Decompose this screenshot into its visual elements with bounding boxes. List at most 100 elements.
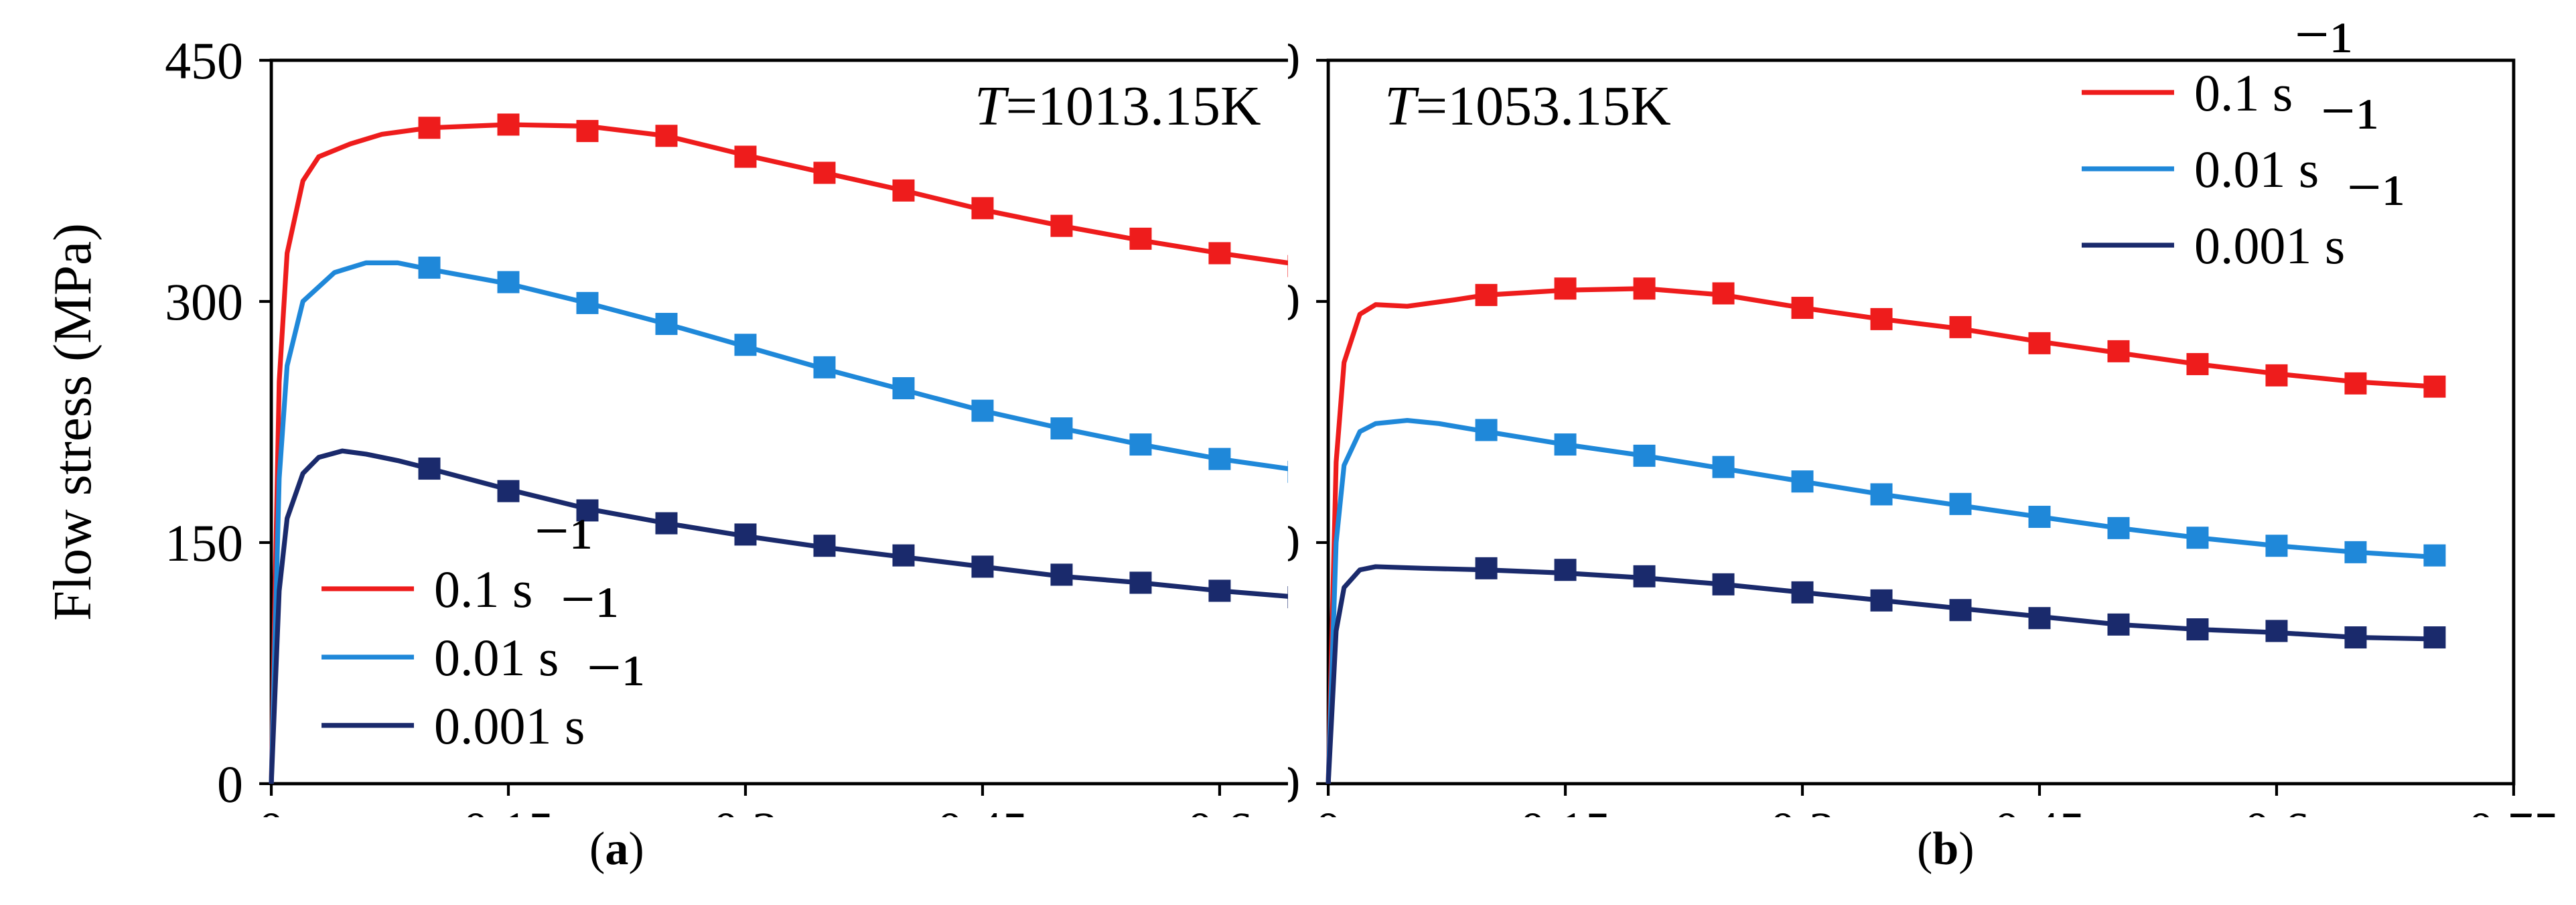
- series-marker: [2423, 375, 2446, 398]
- series-marker: [2423, 626, 2446, 649]
- series-marker: [1791, 297, 1814, 320]
- x-tick-label: 0.3: [713, 802, 778, 817]
- series-marker: [2186, 527, 2209, 549]
- series-marker: [971, 555, 994, 578]
- series-marker: [497, 271, 520, 293]
- series-marker: [655, 512, 678, 535]
- legend-label-2: 0.001 s⁻¹: [2194, 159, 2405, 274]
- x-tick-label: 0: [259, 802, 285, 817]
- series-marker: [1554, 559, 1577, 581]
- series-marker: [576, 120, 599, 143]
- series-marker: [1208, 447, 1231, 470]
- series-marker: [1949, 599, 1972, 622]
- series-marker: [418, 117, 441, 139]
- series-marker: [1208, 579, 1231, 602]
- series-marker: [1129, 433, 1152, 456]
- series-marker: [1475, 557, 1498, 579]
- series-marker: [1050, 417, 1073, 440]
- series-line: [269, 448, 1288, 784]
- y-tick-label: 450: [1288, 32, 1300, 90]
- series-marker: [2344, 626, 2367, 649]
- series-0: [1326, 277, 2446, 784]
- legend: 0.1 s⁻¹0.01 s⁻¹0.001 s⁻¹: [2081, 7, 2405, 275]
- legend-label-0-text: 0.1 s: [434, 561, 532, 618]
- series-marker: [2186, 618, 2209, 641]
- series-0: [269, 113, 1288, 784]
- series-marker: [1870, 589, 1893, 612]
- legend: 0.1 s⁻¹0.01 s⁻¹0.001 s⁻¹: [321, 503, 645, 755]
- series-marker: [1949, 316, 1972, 338]
- chart-panel-a: 00.150.30.450.60.750150300450True strain…: [42, 32, 1288, 817]
- x-tick-label: 0.75: [2468, 802, 2559, 817]
- legend-label-1: 0.01 s⁻¹: [2194, 83, 2379, 198]
- series-marker: [971, 197, 994, 220]
- temperature-annotation: T=1053.15K: [1384, 75, 1671, 137]
- series-marker: [892, 179, 915, 202]
- series-1: [269, 257, 1288, 784]
- series-marker: [497, 480, 520, 502]
- series-marker: [813, 535, 836, 557]
- series-marker: [1712, 456, 1735, 478]
- series-marker: [1791, 470, 1814, 493]
- series-marker: [2186, 353, 2209, 376]
- series-marker: [2265, 364, 2288, 387]
- y-tick-label: 150: [165, 514, 243, 572]
- series-marker: [497, 113, 520, 136]
- x-tick-label: 0.15: [463, 802, 554, 817]
- legend-label-2-text: 0.001 s: [2194, 217, 2345, 275]
- series-marker: [813, 161, 836, 184]
- series-marker: [1287, 586, 1288, 609]
- series-marker: [655, 125, 678, 147]
- series-marker: [2107, 340, 2130, 362]
- series-marker: [576, 499, 599, 522]
- x-tick-label: 0.3: [1770, 802, 1835, 817]
- x-tick-label: 0.15: [1520, 802, 1611, 817]
- series-marker: [2028, 332, 2051, 354]
- series-marker: [418, 257, 441, 279]
- series-1: [1326, 417, 2446, 784]
- temperature-annotation: T=1013.15K: [975, 75, 1261, 137]
- series-marker: [892, 377, 915, 400]
- series-marker: [1554, 433, 1577, 456]
- series-marker: [655, 313, 678, 336]
- series-marker: [1475, 283, 1498, 306]
- series-marker: [2107, 516, 2130, 539]
- series-marker: [1287, 255, 1288, 277]
- series-marker: [2265, 535, 2288, 557]
- chart-panel-b: 00.150.30.450.60.750150300450True strain…: [1288, 7, 2559, 817]
- series-line: [1326, 417, 2435, 784]
- legend-label-0: 0.1 s⁻¹: [434, 503, 593, 618]
- y-axis-label: Flow stress (MPa): [42, 223, 102, 621]
- series-line: [269, 260, 1288, 784]
- x-tick-label: 0: [1315, 802, 1342, 817]
- x-tick-label: 0.6: [2244, 802, 2309, 817]
- series-marker: [1712, 282, 1735, 305]
- caption-a: (a): [589, 823, 644, 875]
- y-tick-label: 300: [165, 273, 243, 331]
- series-marker: [734, 145, 757, 168]
- x-tick-label: 0.6: [1187, 802, 1252, 817]
- y-tick-label: 150: [1288, 514, 1300, 572]
- series-marker: [1870, 483, 1893, 506]
- legend-label-1-text: 0.01 s: [434, 629, 559, 687]
- series-marker: [1633, 277, 1656, 300]
- series-marker: [1554, 277, 1577, 300]
- legend-label-1-superscript: ⁻¹: [2319, 83, 2378, 163]
- temperature-value: =1013.15K: [1006, 75, 1261, 137]
- plot-frame: [1326, 58, 2516, 786]
- legend-label-2-superscript: ⁻¹: [2345, 159, 2405, 239]
- series-marker: [1870, 307, 1893, 330]
- temperature-symbol: T: [1384, 75, 1419, 137]
- series-marker: [2107, 613, 2130, 636]
- series-2: [269, 448, 1288, 784]
- legend-label-0-superscript: ⁻¹: [532, 503, 592, 583]
- legend-label-0-superscript: ⁻¹: [2293, 7, 2352, 86]
- legend-label-2-superscript: ⁻¹: [585, 640, 644, 719]
- series-marker: [1050, 563, 1073, 586]
- legend-label-0-text: 0.1 s: [2194, 64, 2293, 122]
- legend-label-2-text: 0.001 s: [434, 697, 585, 755]
- series-marker: [2423, 544, 2446, 567]
- legend-label-1: 0.01 s⁻¹: [434, 571, 619, 687]
- x-tick-label: 0.45: [1994, 802, 2085, 817]
- series-marker: [1633, 565, 1656, 587]
